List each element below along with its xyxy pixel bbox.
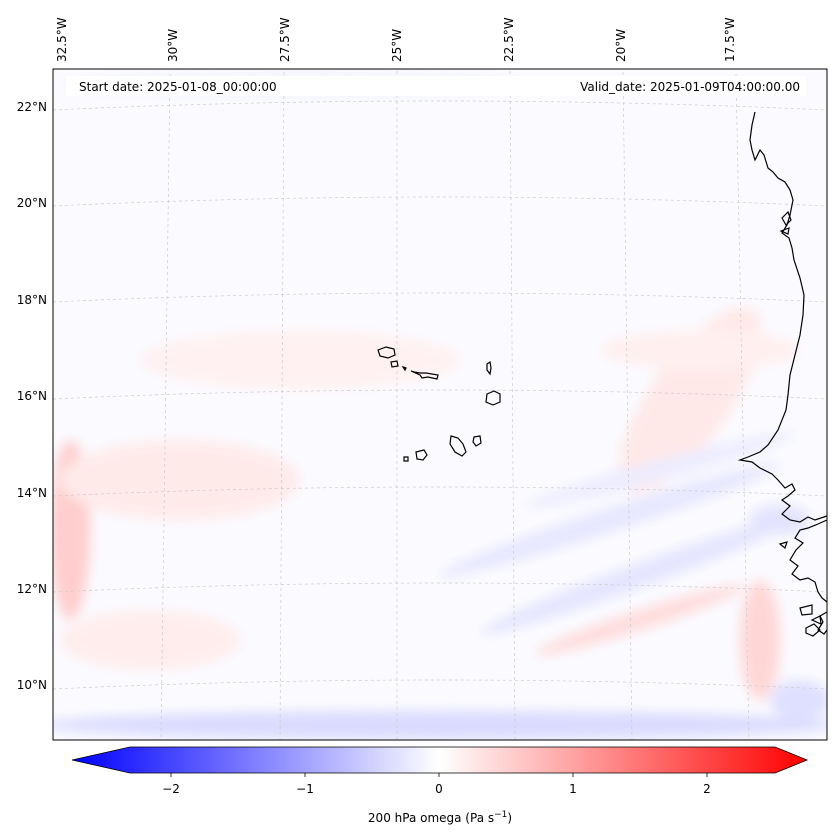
lat-label-14n: 14°N (17, 486, 47, 500)
coastline-bijagos-4 (805, 623, 821, 637)
lon-label-32-5w: 32.5°W (55, 17, 69, 62)
island-santiago (449, 435, 467, 457)
coastline-banc-arguin (779, 227, 790, 235)
lat-label-10n: 10°N (17, 678, 47, 692)
island-brava (403, 456, 409, 462)
header-band (66, 76, 806, 96)
lon-label-27-5w: 27.5°W (278, 17, 292, 62)
island-fogo (415, 449, 428, 461)
coastline-mauritania-islet (781, 210, 792, 226)
lat-label-20n: 20°N (17, 196, 47, 210)
colorbar-tick-0: 0 (435, 782, 443, 796)
coastline-mauritania-senegal (737, 111, 828, 523)
colorbar-tick-2: 2 (703, 782, 711, 796)
colorbar-label: 200 hPa omega (Pa s−1) (368, 810, 512, 825)
island-boa-vista (485, 390, 501, 406)
valid-date-label: Valid_date: 2025-01-09T04:00:00.00 (580, 80, 800, 94)
island-maio (472, 435, 482, 447)
colorbar-tick-1: 1 (569, 782, 577, 796)
african-coastline (737, 111, 828, 637)
longitude-labels: 32.5°W 30°W 27.5°W 25°W 22.5°W 20°W 17.5… (55, 17, 737, 62)
graticule (53, 70, 827, 740)
lat-label-18n: 18°N (17, 293, 47, 307)
colorbar-tick-minus-1: −1 (296, 782, 314, 796)
colorbar-label-end: ) (507, 811, 512, 825)
cape-verde-islands (377, 346, 501, 462)
lon-label-17-5w: 17.5°W (723, 17, 737, 62)
map-panel: Start date: 2025-01-08_00:00:00 Valid_da… (52, 68, 828, 741)
latitude-labels: 22°N 20°N 18°N 16°N 14°N 12°N 10°N (17, 100, 47, 692)
island-santo-antao (377, 346, 396, 359)
colorbar-label-main: 200 hPa omega (Pa s (368, 811, 494, 825)
map-frame (52, 68, 828, 741)
coastline-guinea (817, 611, 828, 635)
colorbar-body (71, 746, 809, 774)
coastline-bijagos-2 (799, 604, 813, 616)
lon-label-30w: 30°W (166, 29, 180, 62)
lat-label-16n: 16°N (17, 389, 47, 403)
island-sao-nicolau (410, 370, 439, 380)
colorbar-label-superscript: −1 (494, 810, 507, 820)
lon-label-25w: 25°W (390, 29, 404, 62)
island-sal (486, 360, 492, 376)
colorbar: −2 −1 0 1 2 200 hPa omega (Pa s−1) (71, 746, 809, 825)
coastline-bijagos-1 (778, 541, 788, 550)
island-santa-luzia (401, 365, 407, 372)
colorbar-tick-minus-2: −2 (162, 782, 180, 796)
lon-label-20w: 20°W (614, 29, 628, 62)
colorbar-ticks (170, 773, 708, 777)
lat-label-22n: 22°N (17, 100, 47, 114)
lon-label-22-5w: 22.5°W (502, 17, 516, 62)
start-date-label: Start date: 2025-01-08_00:00:00 (79, 80, 277, 94)
island-sao-vicente (390, 360, 399, 368)
coastline-guinea-bissau (789, 519, 828, 603)
coastline-bijagos-3 (810, 615, 822, 625)
lat-label-12n: 12°N (17, 582, 47, 596)
